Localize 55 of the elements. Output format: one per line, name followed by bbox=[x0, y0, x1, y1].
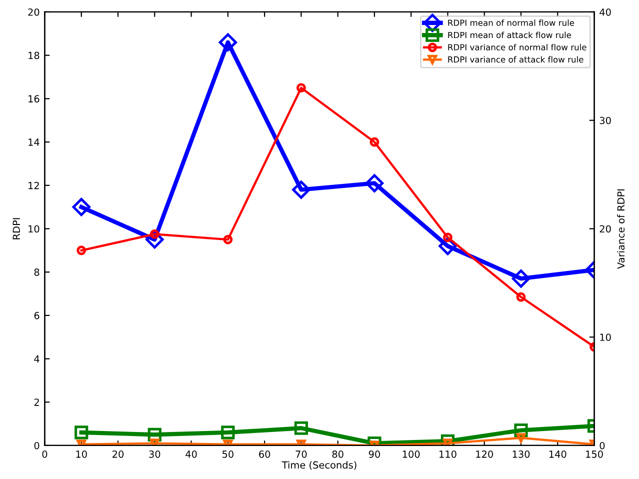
point bbox=[221, 426, 235, 440]
legend-label: RDPI variance of normal flow rule bbox=[448, 44, 586, 50]
x-tick-label: 130 bbox=[512, 450, 530, 458]
legend-label: RDPI variance of attack flow rule bbox=[448, 56, 584, 63]
x-tick-label: 80 bbox=[332, 450, 344, 458]
point bbox=[294, 421, 308, 435]
x-tick-label: 0 bbox=[42, 450, 48, 458]
point bbox=[443, 232, 452, 242]
y-tick-label: 2 bbox=[34, 398, 39, 406]
y-tick-label: 10 bbox=[28, 225, 40, 233]
y-tick-label: 20 bbox=[28, 8, 40, 16]
y-tick-label: 0 bbox=[34, 442, 40, 450]
x-tick-label: 20 bbox=[112, 450, 124, 458]
x-tick-label: 70 bbox=[296, 450, 307, 458]
y2-tick-label: 10 bbox=[600, 334, 611, 341]
y-tick-label: 12 bbox=[28, 182, 39, 190]
y-tick-label: 8 bbox=[34, 268, 40, 276]
y2-axis-title: Variance of RDPI bbox=[617, 189, 625, 269]
y-tick-label: 6 bbox=[34, 312, 40, 320]
point bbox=[218, 33, 238, 52]
x-tick-label: 120 bbox=[476, 450, 493, 458]
x-tick-label: 30 bbox=[149, 450, 160, 458]
x-tick-label: 90 bbox=[368, 450, 380, 458]
point bbox=[74, 426, 88, 440]
x-tick-label: 40 bbox=[186, 450, 197, 458]
point bbox=[223, 234, 233, 244]
x-tick-label: 100 bbox=[402, 450, 420, 458]
point bbox=[72, 198, 90, 216]
point bbox=[296, 83, 306, 93]
x-tick-label: 150 bbox=[586, 450, 603, 458]
legend-label: RDPI mean of attack flow rule bbox=[448, 32, 572, 38]
point bbox=[150, 438, 160, 446]
y2-tick-label: 20 bbox=[600, 225, 611, 233]
x-tick-label: 110 bbox=[440, 450, 456, 458]
point bbox=[150, 229, 160, 239]
x-axis-title: Time (Seconds) bbox=[282, 461, 356, 470]
y-tick-label: 18 bbox=[28, 52, 40, 60]
y-axis-title: RDPI bbox=[12, 218, 20, 240]
x-tick-label: 140 bbox=[549, 450, 566, 458]
point bbox=[76, 246, 86, 256]
y-tick-label: 16 bbox=[28, 95, 40, 103]
x-tick-label: 50 bbox=[222, 450, 234, 458]
y2-tick-label: 40 bbox=[600, 8, 611, 16]
point bbox=[512, 269, 530, 288]
x-tick-label: 60 bbox=[259, 450, 270, 458]
y-tick-label: 4 bbox=[34, 355, 40, 362]
point bbox=[516, 292, 526, 302]
point bbox=[292, 180, 310, 199]
point bbox=[370, 137, 380, 147]
legend-label: RDPI mean of normal flow rule bbox=[448, 19, 574, 26]
y2-tick-label: 30 bbox=[600, 116, 611, 124]
y-tick-label: 14 bbox=[28, 138, 40, 146]
x-tick-label: 10 bbox=[76, 450, 87, 458]
y2-tick-label: 0 bbox=[600, 442, 605, 450]
point bbox=[365, 174, 384, 192]
